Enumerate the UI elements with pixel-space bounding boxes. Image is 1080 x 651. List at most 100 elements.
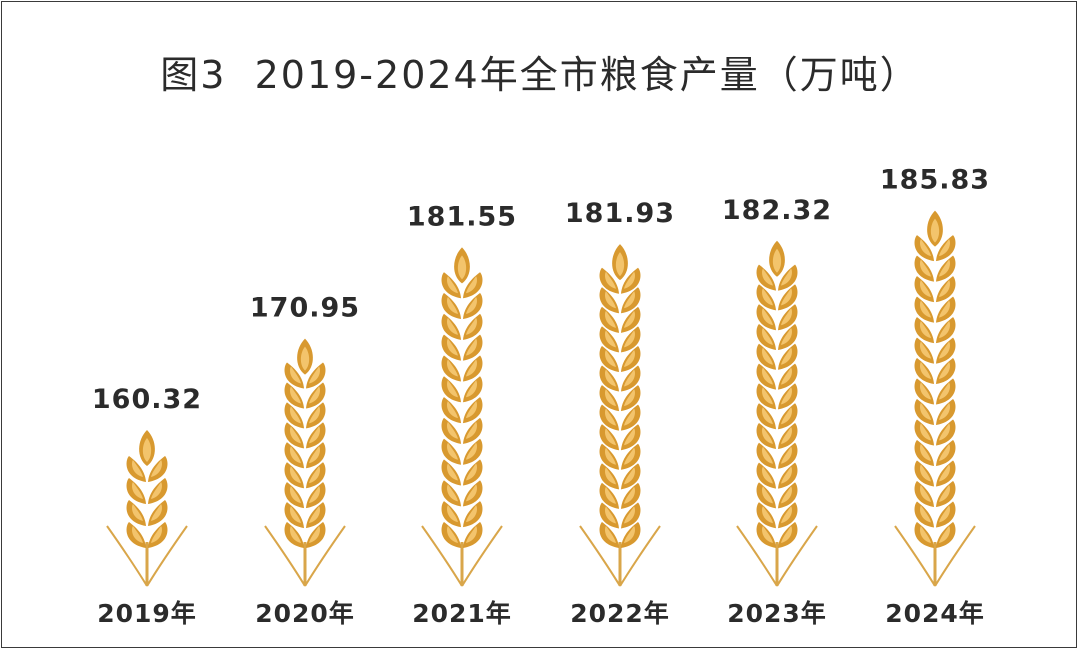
wheat-bar-2 — [264, 338, 346, 587]
wheat-kernel-highlight — [762, 526, 773, 543]
wheat-kernel-highlight — [781, 427, 792, 444]
wheat-kernel-highlight — [309, 426, 320, 444]
wheat-kernel-highlight — [309, 486, 320, 504]
wheat-kernel-highlight — [466, 442, 477, 460]
wheat-bar-1 — [106, 430, 188, 587]
wheat-kernel-highlight — [447, 338, 458, 356]
wheat-kernel-highlight — [920, 341, 931, 359]
wheat-kernel-highlight — [624, 447, 635, 465]
wheat-kernel-highlight — [781, 407, 792, 425]
wheat-kernel-highlight — [466, 338, 477, 356]
wheat-leaf-right — [304, 525, 346, 587]
wheat-kernel-highlight — [939, 280, 950, 298]
wheat-kernel-highlight — [447, 317, 458, 335]
wheat-bar-3 — [421, 247, 503, 587]
wheat-kernel-highlight — [762, 288, 773, 306]
wheat-kernel-highlight — [151, 482, 162, 499]
wheat-kernel-highlight — [624, 506, 635, 524]
wheat-kernel-highlight — [624, 349, 635, 367]
wheat-kernel-highlight — [151, 460, 162, 477]
wheat-kernel-highlight — [447, 505, 458, 523]
wheat-kernel-highlight — [132, 460, 143, 477]
wheat-kernel-highlight — [781, 268, 792, 286]
wheat-kernel-highlight — [290, 366, 301, 384]
wheat-kernel-highlight — [624, 291, 635, 309]
wheat-kernel-highlight — [466, 401, 477, 419]
wheat-leaf-left — [736, 525, 778, 587]
wheat-kernel-highlight — [920, 239, 931, 257]
wheat-kernel-highlight — [132, 526, 143, 543]
wheat-kernel-highlight — [605, 330, 616, 348]
chart-title: 图3 2019-2024年全市粮食产量（万吨） — [160, 53, 920, 97]
wheat-leaf-left — [894, 525, 936, 587]
wheat-kernel-highlight — [290, 386, 301, 404]
wheat-kernel-highlight — [624, 526, 635, 543]
category-label: 2021年 — [412, 599, 512, 628]
wheat-kernel-highlight — [939, 239, 950, 257]
wheat-leaf-right — [776, 525, 818, 587]
wheat-kernel-highlight — [290, 406, 301, 424]
wheat-kernel-highlight — [132, 482, 143, 499]
wheat-kernel-highlight — [466, 380, 477, 398]
wheat-kernel-highlight — [605, 467, 616, 485]
wheat-kernel-highlight — [762, 268, 773, 286]
wheat-kernel-highlight — [781, 526, 792, 543]
wheat-kernel-highlight — [466, 421, 477, 439]
value-label: 170.95 — [250, 293, 360, 324]
wheat-tip-highlight — [142, 438, 152, 462]
wheat-kernel-highlight — [605, 447, 616, 465]
wheat-kernel-highlight — [920, 259, 931, 277]
wheat-kernel-highlight — [762, 466, 773, 484]
wheat-kernel-highlight — [939, 444, 950, 462]
wheat-tip-highlight — [930, 218, 940, 243]
wheat-kernel-highlight — [939, 505, 950, 523]
wheat-kernel-highlight — [466, 317, 477, 335]
wheat-kernel-highlight — [920, 403, 931, 421]
wheat-leaf-left — [264, 525, 306, 587]
wheat-kernel-highlight — [781, 288, 792, 306]
wheat-kernel-highlight — [781, 446, 792, 464]
wheat-tip-highlight — [300, 346, 310, 371]
wheat-kernel-highlight — [781, 506, 792, 524]
wheat-kernel-highlight — [920, 362, 931, 380]
wheat-kernel-highlight — [290, 466, 301, 484]
wheat-leaf-right — [619, 525, 661, 587]
value-label: 182.32 — [722, 195, 832, 226]
wheat-kernel-highlight — [309, 386, 320, 404]
wheat-kernel-highlight — [309, 506, 320, 524]
wheat-kernel-highlight — [781, 387, 792, 405]
wheat-kernel-highlight — [290, 446, 301, 464]
wheat-leaf-left — [106, 525, 148, 587]
wheat-kernel-highlight — [920, 321, 931, 339]
wheat-bar-4 — [579, 244, 661, 587]
wheat-leaf-right — [461, 525, 503, 587]
wheat-kernel-highlight — [939, 362, 950, 380]
wheat-kernel-highlight — [781, 367, 792, 385]
wheat-kernel-highlight — [290, 506, 301, 524]
wheat-kernel-highlight — [624, 330, 635, 348]
wheat-kernel-highlight — [290, 426, 301, 444]
wheat-kernel-highlight — [762, 387, 773, 405]
wheat-kernel-highlight — [447, 484, 458, 502]
wheat-kernel-highlight — [624, 428, 635, 446]
wheat-kernel-highlight — [466, 505, 477, 523]
wheat-kernel-highlight — [466, 526, 477, 543]
wheat-tip-highlight — [615, 252, 625, 277]
wheat-kernel-highlight — [920, 382, 931, 400]
wheat-kernel-highlight — [762, 486, 773, 504]
wheat-kernel-highlight — [920, 505, 931, 523]
wheat-kernel-highlight — [447, 442, 458, 460]
wheat-kernel-highlight — [309, 366, 320, 384]
wheat-kernel-highlight — [920, 300, 931, 318]
wheat-leaf-left — [579, 525, 621, 587]
wheat-kernel-highlight — [605, 389, 616, 407]
wheat-kernel-highlight — [762, 506, 773, 524]
category-label: 2019年 — [97, 599, 197, 628]
wheat-kernel-highlight — [466, 359, 477, 377]
value-label: 185.83 — [880, 165, 990, 196]
wheat-kernel-highlight — [781, 308, 792, 326]
wheat-kernel-highlight — [447, 380, 458, 398]
wheat-kernel-highlight — [939, 259, 950, 277]
wheat-kernel-highlight — [605, 291, 616, 309]
